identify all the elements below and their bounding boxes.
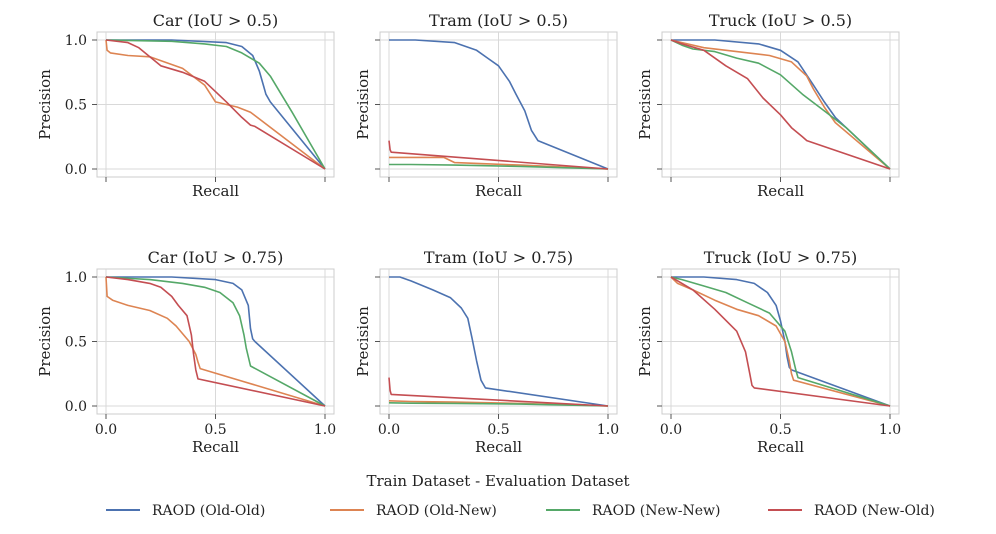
series-line-raod-new-old xyxy=(670,276,891,407)
series-line-raod-old-old xyxy=(106,276,326,407)
x-tick-label: 1.0 xyxy=(597,422,619,438)
series-line-raod-new-new xyxy=(388,402,609,407)
x-tick-label: 0.5 xyxy=(204,422,226,438)
legend-label: RAOD (Old-Old) xyxy=(152,503,265,519)
x-axis-label: Recall xyxy=(757,182,804,200)
legend-label: RAOD (New-Old) xyxy=(814,503,935,519)
x-tick-label: 1.0 xyxy=(879,422,901,438)
subplot-title: Tram (IoU > 0.75) xyxy=(424,248,573,267)
x-axis-label: Recall xyxy=(192,182,239,200)
legend-label: RAOD (Old-New) xyxy=(376,503,497,519)
y-axis-label: Precision xyxy=(354,69,372,140)
series-line-raod-new-old xyxy=(670,39,891,170)
series-line-raod-old-new xyxy=(105,276,326,407)
series-line-raod-old-new xyxy=(670,39,891,170)
subplot-title: Truck (IoU > 0.75) xyxy=(704,248,858,267)
series-line-raod-old-new xyxy=(389,156,609,170)
legend-label: RAOD (New-New) xyxy=(592,503,721,519)
series-line-raod-new-new xyxy=(670,39,891,170)
legend-item-raod-new-old: RAOD (New-Old) xyxy=(768,503,935,519)
y-tick-label: 0.0 xyxy=(65,399,87,415)
y-tick-label: 0.0 xyxy=(65,162,87,178)
legend-item-raod-old-old: RAOD (Old-Old) xyxy=(106,503,265,519)
subplot-3: Truck (IoU > 0.5) Recall Precision xyxy=(636,11,900,200)
y-tick-label: 0.5 xyxy=(65,335,87,351)
x-tick-label: 1.0 xyxy=(314,422,336,438)
subplot-title: Tram (IoU > 0.5) xyxy=(429,11,568,30)
x-tick-label: 0.5 xyxy=(769,422,791,438)
subplot-title: Truck (IoU > 0.5) xyxy=(709,11,852,30)
series-line-raod-new-new xyxy=(670,276,891,407)
subplot-6: 0.0 0.5 1.0 Truck (IoU > 0.75) Recall Precisi… xyxy=(636,248,901,456)
subplot-2: Tram (IoU > 0.5) Recall Precision xyxy=(354,11,618,200)
legend: RAOD (Old-Old) RAOD (Old-New) RAOD (New-Ne… xyxy=(106,503,935,519)
series-line-raod-new-old xyxy=(388,140,609,170)
y-tick-label: 0.5 xyxy=(65,98,87,114)
series-line-raod-new-new xyxy=(105,39,326,170)
series-line-raod-old-new xyxy=(105,39,326,170)
series-line-raod-old-old xyxy=(389,39,609,170)
x-tick-label: 0.0 xyxy=(660,422,682,438)
series-line-raod-new-new xyxy=(105,276,326,407)
x-axis-label: Recall xyxy=(475,182,522,200)
series-line-raod-new-old xyxy=(388,377,609,407)
series-line-raod-new-old xyxy=(105,39,326,170)
y-axis-label: Precision xyxy=(636,69,654,140)
subplot-title: Car (IoU > 0.75) xyxy=(148,248,284,267)
legend-item-raod-new-new: RAOD (New-New) xyxy=(546,503,721,519)
x-axis-label: Recall xyxy=(475,438,522,456)
y-tick-label: 1.0 xyxy=(65,33,87,49)
x-axis-label: Recall xyxy=(757,438,804,456)
series-line-raod-old-old xyxy=(106,39,326,170)
y-tick-label: 1.0 xyxy=(65,270,87,286)
y-axis-label: Precision xyxy=(636,306,654,377)
x-tick-label: 0.5 xyxy=(487,422,509,438)
subplot-title: Car (IoU > 0.5) xyxy=(153,11,278,30)
x-tick-label: 0.0 xyxy=(378,422,400,438)
subplot-4: 0.0 0.5 1.0 0.0 0.5 1.0 Car (IoU > 0.75) Recall… xyxy=(36,248,336,456)
series-line-raod-old-old xyxy=(389,276,609,407)
x-tick-label: 0.0 xyxy=(95,422,117,438)
figure-suptitle: Train Dataset - Evaluation Dataset xyxy=(366,472,629,490)
y-axis-label: Precision xyxy=(36,69,54,140)
y-axis-label: Precision xyxy=(354,306,372,377)
x-axis-label: Recall xyxy=(192,438,239,456)
series-line-raod-new-old xyxy=(105,276,326,407)
subplot-5: 0.0 0.5 1.0 Tram (IoU > 0.75) Recall Precisio… xyxy=(354,248,619,456)
series-line-raod-new-new xyxy=(389,163,609,170)
y-axis-label: Precision xyxy=(36,306,54,377)
subplot-1: 0.0 0.5 1.0 Car (IoU > 0.5) Recall Precision xyxy=(36,11,335,200)
legend-item-raod-old-new: RAOD (Old-New) xyxy=(330,503,497,519)
